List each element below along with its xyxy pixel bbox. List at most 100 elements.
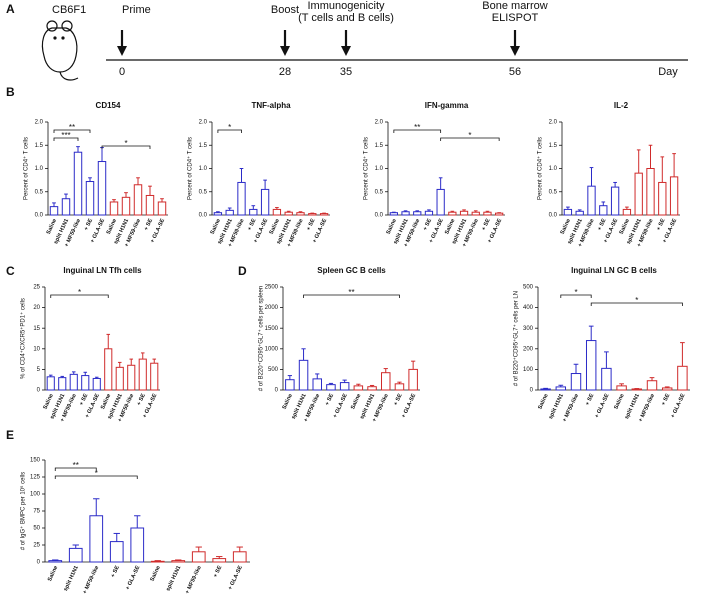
y-tick-label: 25	[33, 543, 40, 549]
x-tick-label: + SE	[136, 393, 147, 407]
significance-bracket	[560, 294, 592, 298]
day-label: 56	[509, 66, 521, 78]
bar	[97, 161, 107, 216]
strain-label: CB6F1	[52, 4, 86, 16]
y-tick-label: 1500	[265, 326, 279, 332]
y-tick-label: 0.0	[549, 213, 558, 219]
y-tick-label: 0.0	[199, 213, 208, 219]
bar	[69, 373, 78, 391]
y-tick-label: 125	[30, 475, 41, 481]
significance-bracket	[54, 467, 97, 471]
y-tick-label: 20	[33, 305, 40, 311]
chart-title: CD154	[96, 101, 121, 110]
significance-bracket	[54, 475, 138, 479]
x-tick-label: Saline	[46, 218, 58, 235]
significance-label: **	[69, 123, 75, 132]
bar	[555, 386, 567, 391]
y-tick-label: 500	[523, 285, 534, 291]
bar	[563, 208, 573, 216]
y-tick-label: 0	[530, 388, 534, 394]
y-tick-label: 400	[523, 305, 534, 311]
significance-label: *	[574, 288, 577, 297]
y-tick-label: 0.5	[549, 189, 558, 195]
significance-bracket	[50, 294, 109, 298]
bar	[213, 212, 223, 216]
bar	[157, 201, 167, 216]
y-tick-label: 50	[33, 526, 40, 532]
bar	[353, 385, 364, 391]
bar	[622, 208, 632, 216]
y-tick-label: 150	[30, 458, 41, 464]
significance-label: **	[73, 461, 79, 470]
bar	[661, 387, 673, 391]
y-tick-label: 1.5	[549, 143, 558, 149]
x-tick-label: Saline	[613, 393, 625, 410]
bar	[130, 527, 145, 563]
bar	[150, 362, 159, 391]
bar	[232, 551, 247, 563]
bar	[658, 181, 667, 216]
bar	[312, 378, 322, 391]
bar	[424, 210, 434, 216]
bar	[483, 211, 492, 216]
y-tick-label: 0.0	[35, 213, 44, 219]
x-tick-label: Saline	[106, 218, 118, 235]
x-tick-label: Saline	[47, 565, 59, 582]
mouse-icon	[41, 20, 79, 81]
x-tick-label: + GLA-SE	[228, 565, 245, 591]
y-tick-label: 1.0	[375, 166, 384, 172]
x-tick-label: + SE	[306, 218, 317, 232]
event-arrowhead	[341, 46, 351, 56]
y-tick-label: 100	[523, 367, 534, 373]
x-tick-label: split H1N1	[63, 565, 80, 592]
bar	[616, 385, 627, 391]
y-axis-label: Percent of CD4⁺ T cells	[187, 137, 194, 200]
significance-label: *	[95, 469, 98, 478]
y-axis-label: # of B220⁺CD95⁺GL7⁺ cells per LN	[513, 291, 520, 386]
y-tick-label: 2500	[265, 285, 279, 291]
y-tick-label: 300	[523, 326, 534, 332]
chart-title: Inguinal LN Tfh cells	[63, 266, 142, 275]
bar	[413, 211, 422, 216]
bar	[109, 201, 119, 216]
x-tick-label: + MF59-like	[82, 565, 100, 595]
bar	[138, 358, 147, 391]
bar	[85, 181, 95, 216]
x-tick-label: + SE	[213, 565, 224, 579]
bar	[104, 348, 113, 391]
x-tick-label: Saline	[560, 218, 572, 235]
panel-label: B	[6, 85, 15, 99]
day-label: 0	[119, 66, 125, 78]
x-tick-label: + MF59-like	[185, 565, 203, 595]
y-tick-label: 2.0	[375, 120, 384, 126]
day-axis-label: Day	[658, 66, 678, 78]
bar	[570, 373, 582, 391]
bar	[58, 377, 67, 391]
x-tick-label: + SE	[585, 393, 596, 407]
y-tick-label: 100	[30, 492, 41, 498]
x-tick-label: split H1N1	[548, 393, 565, 420]
bar	[646, 168, 655, 216]
y-tick-label: 1.5	[375, 143, 384, 149]
y-tick-label: 2.0	[35, 120, 44, 126]
x-tick-label: split H1N1	[165, 565, 182, 592]
day-label: 35	[340, 66, 352, 78]
x-tick-label: + SE	[393, 393, 404, 407]
x-tick-label: + GLA-SE	[332, 393, 349, 419]
bar	[587, 185, 596, 216]
bar	[150, 560, 165, 563]
y-tick-label: 75	[33, 509, 40, 515]
y-tick-label: 0.5	[199, 189, 208, 195]
chart-title: TNF-alpha	[251, 101, 291, 110]
y-tick-label: 0	[275, 388, 279, 394]
bar	[115, 366, 124, 391]
x-tick-label: + GLA-SE	[125, 565, 142, 591]
y-tick-label: 1000	[265, 346, 279, 352]
x-tick-label: + SE	[247, 218, 258, 232]
bar	[646, 380, 658, 391]
chart-title: Spleen GC B cells	[317, 266, 386, 275]
event-label: Prime	[122, 4, 151, 16]
significance-label: *	[228, 123, 231, 132]
chart-title: IL-2	[614, 101, 629, 110]
